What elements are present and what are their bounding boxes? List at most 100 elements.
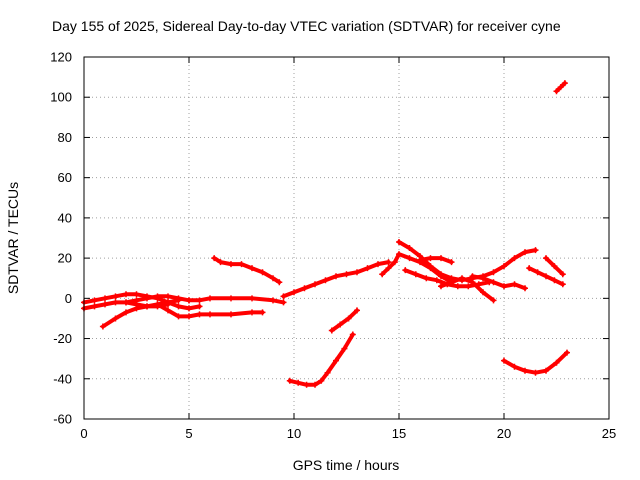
data-point (270, 275, 276, 282)
data-point (480, 289, 486, 296)
data-point (211, 255, 218, 262)
data-point (328, 327, 335, 334)
data-point (333, 273, 339, 280)
data-point (91, 303, 98, 310)
data-point (511, 255, 518, 262)
data-point (465, 283, 472, 290)
data-point (259, 309, 266, 316)
data-point (532, 369, 539, 376)
data-point (469, 273, 476, 280)
data-point (133, 305, 140, 312)
data-point (112, 315, 119, 322)
data-point (303, 381, 310, 388)
data-point (526, 265, 533, 272)
series-arc-15 (438, 275, 497, 304)
data-point (354, 307, 360, 314)
data-point (276, 279, 283, 286)
data-point (417, 257, 423, 264)
data-point (133, 291, 140, 298)
series-arc-08 (280, 259, 392, 300)
data-point (295, 379, 302, 386)
data-point (501, 283, 507, 290)
data-point (112, 293, 119, 300)
data-point (154, 301, 161, 308)
data-point (259, 269, 266, 276)
data-point (217, 259, 224, 266)
data-point (448, 279, 455, 286)
data-point (391, 259, 398, 266)
data-point (165, 293, 171, 300)
data-point (480, 275, 486, 282)
data-point (91, 297, 98, 304)
data-point (322, 277, 329, 284)
data-point (102, 301, 108, 308)
data-point (333, 357, 339, 364)
data-point (165, 307, 171, 314)
data-point (207, 295, 213, 302)
y-tick-label: 80 (58, 130, 72, 145)
grid (84, 57, 609, 419)
data-point (165, 301, 171, 308)
data-series (81, 80, 570, 388)
data-point (144, 295, 150, 302)
data-point (522, 249, 528, 256)
data-point (196, 311, 203, 318)
data-point (175, 313, 182, 320)
series-arc-09 (286, 331, 356, 388)
data-point (501, 263, 507, 270)
series-arc-19 (543, 255, 566, 278)
series-line (329, 308, 359, 333)
data-point (402, 267, 409, 274)
data-point (543, 367, 549, 374)
data-point (469, 279, 476, 286)
data-point (543, 255, 549, 262)
data-point (379, 271, 386, 278)
y-tick-label: 20 (58, 251, 72, 266)
series-arc-07 (211, 255, 283, 286)
series-line (418, 256, 454, 265)
data-point (133, 297, 140, 304)
data-point (490, 269, 497, 276)
series-arc-14 (417, 255, 455, 266)
y-tick-label: 40 (58, 210, 72, 225)
data-point (448, 259, 455, 266)
data-point (423, 275, 430, 282)
data-point (291, 289, 297, 296)
data-point (385, 259, 392, 266)
data-point (280, 299, 287, 306)
data-point (312, 381, 318, 388)
plot-frame (83, 56, 610, 420)
data-point (557, 84, 564, 91)
data-point (553, 359, 560, 366)
data-point (511, 281, 518, 288)
data-point (551, 263, 558, 270)
data-point (196, 297, 203, 304)
series-arc-06 (186, 295, 287, 306)
data-point (102, 295, 108, 302)
data-point (433, 277, 440, 284)
data-point (154, 293, 161, 300)
x-tick-label: 10 (287, 426, 301, 441)
data-point (490, 279, 497, 286)
data-point (564, 349, 570, 356)
data-point (112, 299, 119, 306)
data-point (438, 255, 444, 262)
data-point (385, 265, 392, 272)
data-point (412, 271, 419, 278)
data-point (354, 269, 360, 276)
data-point (144, 303, 150, 310)
axis-ticks: 0 5 10 15 20 25 -60 -40 -20 0 20 40 60 80 100 120 (50, 50, 616, 442)
data-point (186, 305, 192, 312)
data-point (228, 295, 234, 302)
data-point (318, 377, 325, 384)
y-tick-label: 120 (50, 50, 72, 65)
x-tick-label: 5 (185, 426, 192, 441)
y-tick-label: -40 (53, 371, 72, 386)
data-point (301, 285, 308, 292)
series-arc-17 (501, 349, 570, 376)
data-point (551, 277, 558, 284)
data-point (532, 247, 539, 254)
data-point (559, 281, 566, 288)
data-point (511, 363, 518, 370)
y-axis-label: SDTVAR / TECUs (5, 182, 21, 294)
